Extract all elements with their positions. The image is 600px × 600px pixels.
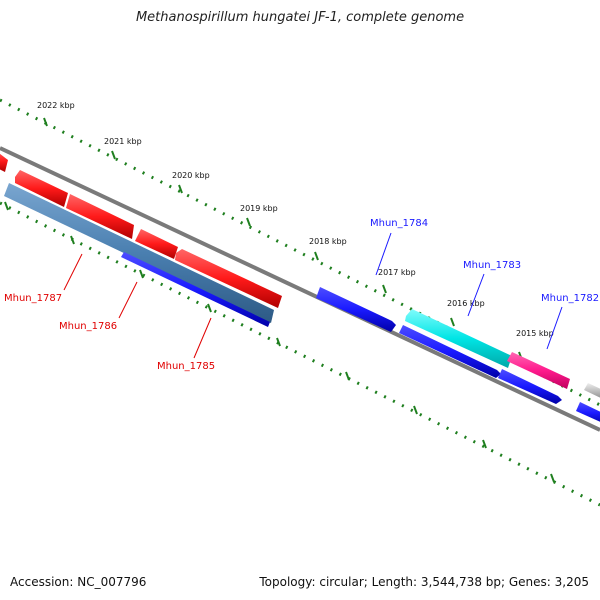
kbp-label: 2015 kbp — [516, 329, 554, 338]
gene-arrow-red — [66, 194, 134, 239]
gene-arrow-red — [15, 170, 68, 207]
kbp-label: 2022 kbp — [37, 101, 75, 110]
gene-labels-top: Mhun_1784 Mhun_1783 Mhun_1782 — [370, 218, 599, 304]
kbp-label: 2021 kbp — [104, 137, 142, 146]
kbp-label: 2017 kbp — [378, 268, 416, 277]
inner-ruler — [0, 201, 600, 507]
gene-arrow-red — [135, 229, 178, 259]
gene-arrow-red — [175, 249, 282, 308]
gene-label: Mhun_1786 — [59, 321, 117, 332]
gene-label: Mhun_1787 — [4, 293, 62, 304]
inner-ruler-major-ticks — [4, 201, 555, 483]
gene-label: Mhun_1783 — [463, 260, 521, 271]
gene-arrow-steel — [4, 183, 274, 323]
gene-arrow-blue — [316, 287, 396, 332]
gene-labels-bottom: Mhun_1787 Mhun_1786 Mhun_1785 — [4, 293, 215, 372]
kbp-label: 2019 kbp — [240, 204, 278, 213]
kbp-labels: 2022 kbp 2021 kbp 2020 kbp 2019 kbp 2018… — [37, 101, 554, 338]
gene-arrow-blue — [576, 402, 600, 422]
accession-text: Accession: NC_007796 — [10, 575, 147, 589]
kbp-label: 2020 kbp — [172, 171, 210, 180]
gene-arrow-blue — [498, 369, 562, 404]
topology-text: Topology: circular; Length: 3,544,738 bp… — [259, 575, 589, 589]
genome-title: Methanospirillum hungatei JF-1, complete… — [135, 10, 465, 25]
feature-blocks — [0, 153, 600, 422]
gene-arrow-magenta — [507, 352, 570, 389]
genome-backbone — [0, 146, 600, 432]
gene-arrow-blue — [399, 325, 501, 378]
gene-leader-lines — [63, 232, 563, 359]
gene-label: Mhun_1782 — [541, 293, 599, 304]
kbp-label: 2016 kbp — [447, 299, 485, 308]
gene-arrow-cyan — [405, 309, 512, 368]
gene-label: Mhun_1785 — [157, 361, 215, 372]
gene-arrow-blue — [121, 252, 270, 327]
gene-arrow-grey — [584, 383, 600, 398]
gene-label: Mhun_1784 — [370, 218, 428, 229]
kbp-label: 2018 kbp — [309, 237, 347, 246]
gene-arrow-red — [0, 153, 8, 172]
